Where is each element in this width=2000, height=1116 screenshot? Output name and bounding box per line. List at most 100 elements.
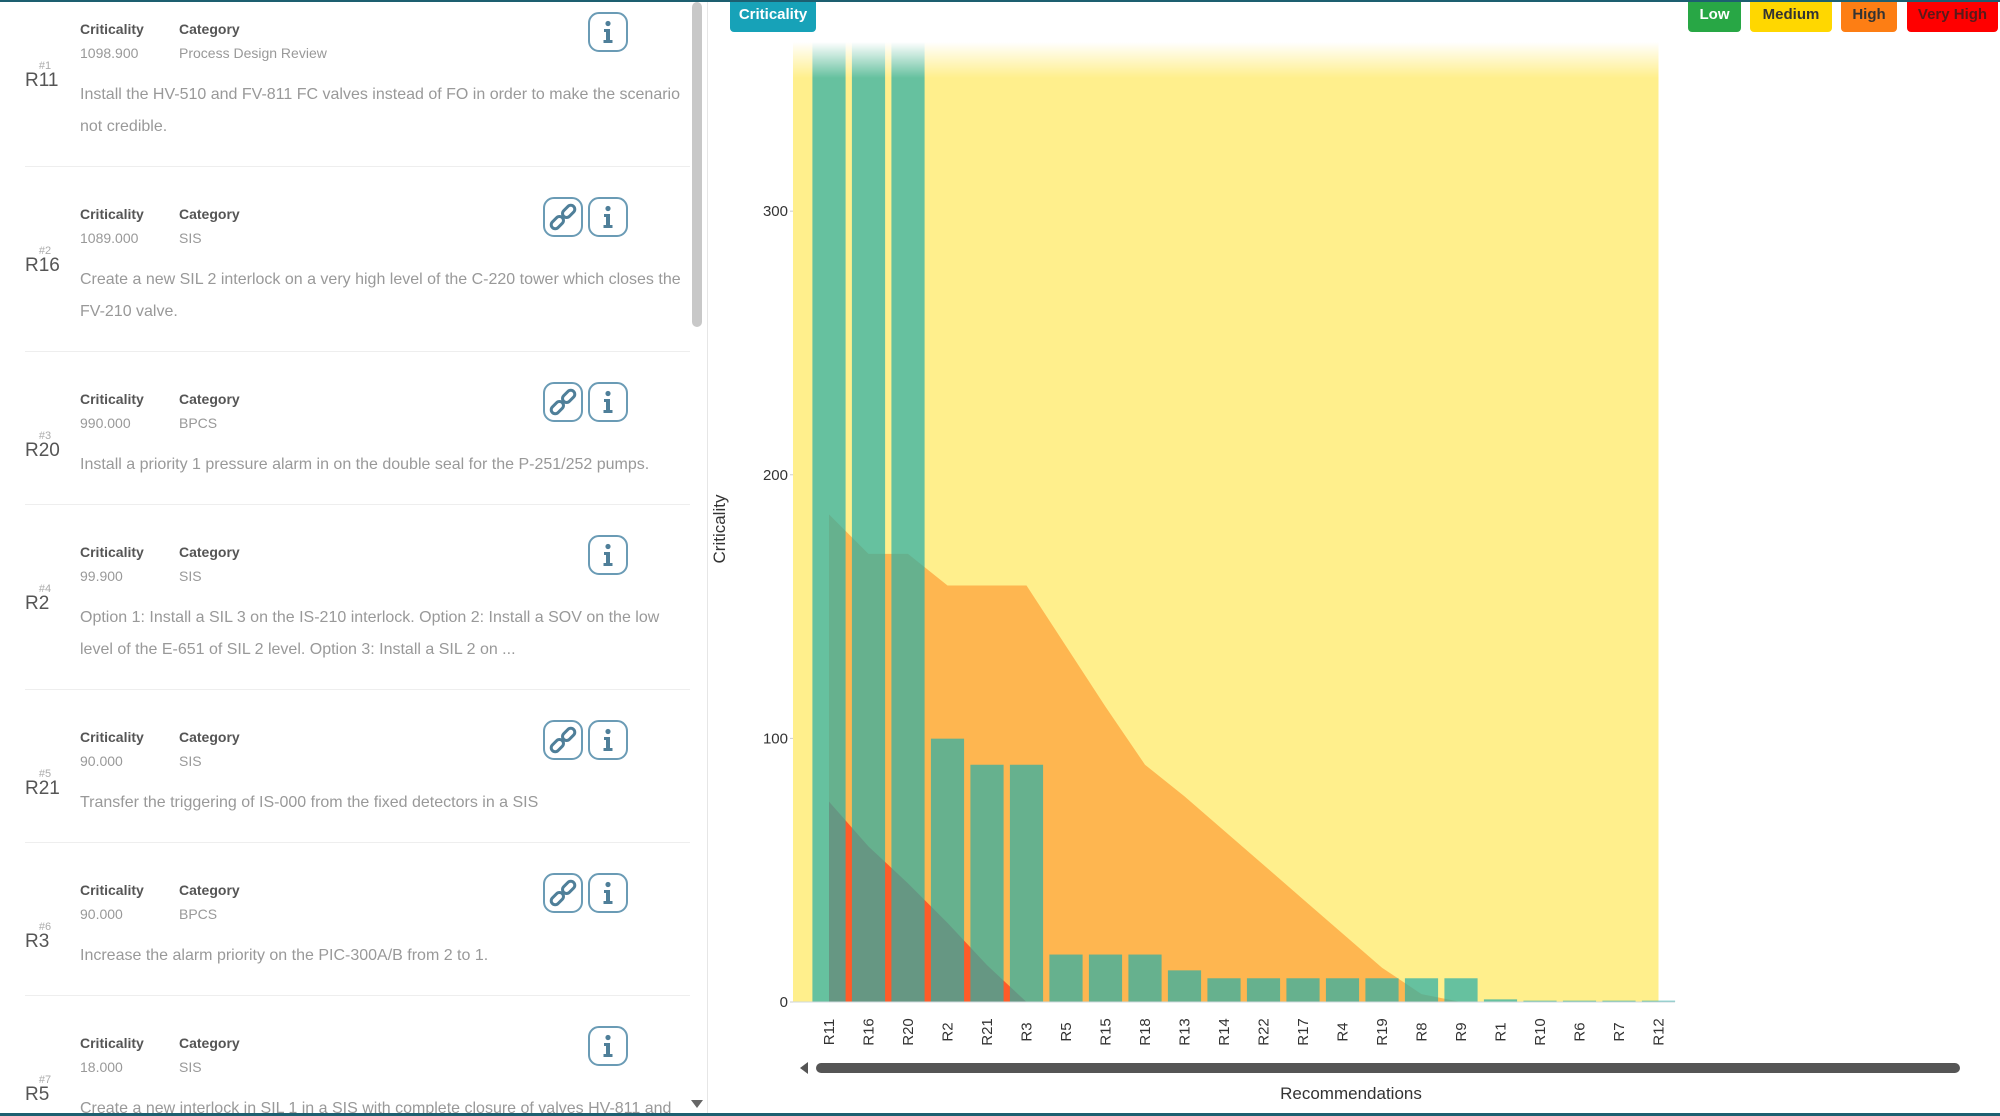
criticality-toggle[interactable]: Criticality xyxy=(730,2,816,32)
bar xyxy=(1207,978,1241,1002)
icon-glyph xyxy=(605,1034,611,1041)
link-button[interactable] xyxy=(543,720,583,760)
top-fade xyxy=(780,42,1680,78)
x-tick-label: R22 xyxy=(1256,1018,1273,1046)
recommendation-item: #6 R3 Criticality 90.000 Category BPCS Increas… xyxy=(25,843,690,996)
bar xyxy=(1523,1000,1557,1002)
criticality-field: Criticality 18.000 xyxy=(80,1033,179,1077)
link-button[interactable] xyxy=(543,382,583,422)
rank: #7 xyxy=(38,1074,52,1086)
scroll-arrow[interactable] xyxy=(800,1062,808,1074)
description: Install a priority 1 pressure alarm in o… xyxy=(80,456,650,473)
x-tick-label: R3 xyxy=(1019,1022,1036,1041)
icon-glyph xyxy=(549,215,565,231)
bar xyxy=(812,42,846,1002)
field-label: Criticality xyxy=(80,1035,144,1051)
legend-item[interactable]: High xyxy=(1841,2,1897,32)
criticality-value: 90.000 xyxy=(80,753,123,769)
x-tick-label: R12 xyxy=(1651,1018,1668,1046)
description: Create a new interlock in SIL 1 in a SIS… xyxy=(80,1100,672,1113)
category-value: SIS xyxy=(179,753,202,769)
x-axis-title: Recommendations xyxy=(1280,1084,1422,1103)
criticality-value: 990.000 xyxy=(80,415,131,431)
field-label: Category xyxy=(179,391,240,407)
info-button[interactable] xyxy=(588,873,628,913)
y-tick-label: 200 xyxy=(763,467,788,484)
icon-glyph xyxy=(561,203,577,219)
info-button[interactable] xyxy=(588,382,628,422)
recommendation-id: R11 xyxy=(25,70,59,91)
category-value: SIS xyxy=(179,568,202,584)
category-field: Category BPCS xyxy=(179,880,240,924)
category-field: Category SIS xyxy=(179,204,240,248)
x-tick-label: R13 xyxy=(1177,1018,1194,1046)
icon-glyph xyxy=(603,1043,613,1057)
field-label: Criticality xyxy=(80,206,144,222)
icon-glyph xyxy=(605,390,611,397)
field-label: Category xyxy=(179,544,240,560)
field-label: Category xyxy=(179,729,240,745)
legend-item[interactable]: Low xyxy=(1688,2,1741,32)
fields: Criticality 90.000 Category SIS xyxy=(80,727,690,771)
info-button[interactable] xyxy=(588,12,628,52)
rank: #2 xyxy=(38,245,52,257)
bar xyxy=(1562,1000,1597,1002)
field-label: Criticality xyxy=(80,21,144,37)
description: Increase the alarm priority on the PIC-3… xyxy=(80,947,489,964)
bar xyxy=(1009,764,1044,1002)
bar xyxy=(930,738,965,1002)
info-button[interactable] xyxy=(588,720,628,760)
recommendation-item: #5 R21 Criticality 90.000 Category SIS Transfe… xyxy=(25,690,690,843)
bar xyxy=(1088,954,1123,1002)
fields: Criticality 990.000 Category BPCS xyxy=(80,389,690,433)
legend-item[interactable]: Medium xyxy=(1750,2,1832,32)
category-value: SIS xyxy=(179,1059,202,1075)
v-scrollbar[interactable] xyxy=(692,2,702,327)
info-button[interactable] xyxy=(588,535,628,575)
bar xyxy=(1444,978,1478,1002)
icon-glyph xyxy=(549,891,565,907)
icon-glyph xyxy=(603,552,613,566)
x-tick-label: R16 xyxy=(861,1018,878,1046)
x-tick-label: R14 xyxy=(1216,1018,1233,1046)
x-tick-label: R11 xyxy=(821,1019,838,1045)
link-button[interactable] xyxy=(543,873,583,913)
x-tick-label: R21 xyxy=(979,1018,996,1046)
bar xyxy=(891,42,925,1002)
recommendation-id: R3 xyxy=(25,931,50,952)
legend-item[interactable]: Very High xyxy=(1907,2,1998,32)
info-button[interactable] xyxy=(588,197,628,237)
icon-glyph xyxy=(605,205,611,212)
description: Create a new SIL 2 interlock on a very h… xyxy=(80,271,681,320)
recommendation-id: R5 xyxy=(25,1084,50,1105)
bar xyxy=(1128,954,1162,1002)
field-label: Criticality xyxy=(80,544,144,560)
fields: Criticality 1098.900 Category Process Desig… xyxy=(80,19,690,63)
rank: #1 xyxy=(38,60,52,72)
icon-glyph xyxy=(549,738,565,754)
icon-glyph xyxy=(603,399,613,413)
icon-glyph xyxy=(561,726,577,742)
bar xyxy=(1641,1000,1676,1002)
h-scrollbar[interactable] xyxy=(816,1063,1960,1073)
criticality-field: Criticality 90.000 xyxy=(80,727,179,771)
category-value: BPCS xyxy=(179,906,218,922)
x-tick-label: R8 xyxy=(1414,1022,1431,1041)
criticality-field: Criticality 99.900 xyxy=(80,542,179,586)
fields: Criticality 1089.000 Category SIS xyxy=(80,204,690,248)
info-button[interactable] xyxy=(588,1026,628,1066)
field-label: Criticality xyxy=(80,729,144,745)
bar xyxy=(1365,978,1399,1002)
scroll-down[interactable] xyxy=(690,1099,704,1109)
x-tick-label: R20 xyxy=(900,1018,917,1046)
category-field: Category Process Design Review xyxy=(179,19,327,63)
category-field: Category SIS xyxy=(179,1033,240,1077)
link-button[interactable] xyxy=(543,197,583,237)
recommendation-id: R21 xyxy=(25,778,60,799)
category-field: Category SIS xyxy=(179,727,240,771)
criticality-value: 1089.000 xyxy=(80,230,139,246)
bar xyxy=(1049,954,1083,1002)
criticality-field: Criticality 90.000 xyxy=(80,880,179,924)
bar xyxy=(851,42,886,1003)
